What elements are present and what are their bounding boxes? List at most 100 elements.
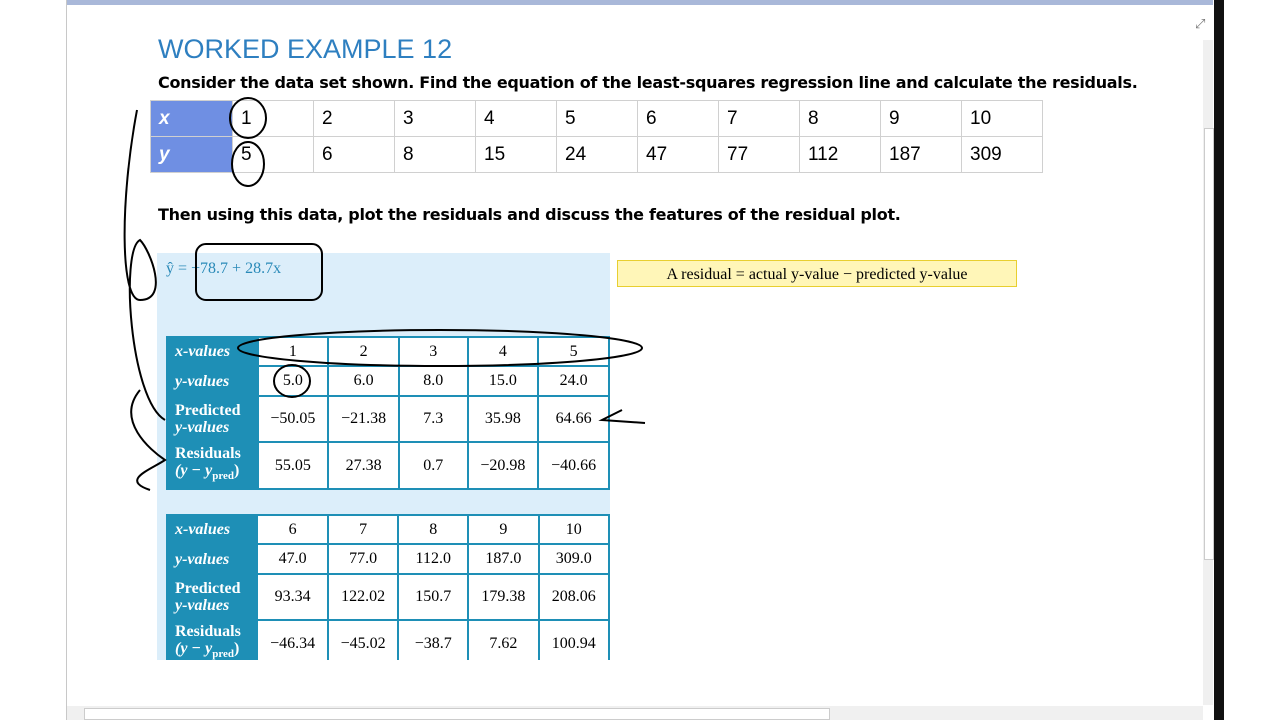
table-clip: x-values 6 7 8 9 10 y-values 47.0 77.0 112.0 187.0… xyxy=(166,514,610,660)
row-header: y-values xyxy=(166,365,259,397)
table-row: Predicted y-values −50.05 −21.38 7.3 35.98 64.… xyxy=(166,395,610,443)
table-cell: −46.34 xyxy=(256,619,329,660)
header-text: y-values xyxy=(175,597,230,614)
header-text: (y − y xyxy=(175,462,213,480)
table-cell: 8.0 xyxy=(397,365,469,397)
question: Consider the data set shown. Find the eq… xyxy=(158,73,1138,92)
header-text: x-values xyxy=(175,521,231,538)
header-text: Predicted xyxy=(175,580,241,597)
table-row: Residuals (y − ypred) 55.05 27.38 0.7 −20.98−… xyxy=(166,441,610,490)
table-cell: 10 xyxy=(537,514,610,545)
table-cell: 77 xyxy=(718,136,800,173)
table-cell: 2 xyxy=(313,100,395,137)
ink-box xyxy=(195,243,323,301)
table-cell: 8 xyxy=(397,514,470,545)
table-cell: 10 xyxy=(961,100,1043,137)
table-cell: 6.0 xyxy=(327,365,400,397)
table-cell: 15 xyxy=(475,136,557,173)
table-cell: 47.0 xyxy=(256,543,329,575)
table-cell: 35.98 xyxy=(466,395,540,443)
header-text: y-values xyxy=(175,419,230,436)
header-text: Residuals xyxy=(175,623,241,641)
table-cell: 7 xyxy=(326,514,400,545)
row-header: x-values xyxy=(166,514,259,545)
header-text: Residuals xyxy=(175,445,241,463)
table-cell: 112 xyxy=(799,136,881,173)
table-cell: 7 xyxy=(718,100,800,137)
header-text: ) xyxy=(234,640,240,658)
row-header: y-values xyxy=(166,543,259,575)
table-cell: 7.3 xyxy=(397,395,469,443)
table-cell: 179.38 xyxy=(467,573,540,621)
table-cell: 6 xyxy=(637,100,719,137)
table-cell: 150.7 xyxy=(397,573,470,621)
table-cell: 309.0 xyxy=(537,543,610,575)
header-text: y-values xyxy=(175,372,230,390)
row-header: y xyxy=(150,136,233,173)
table-cell: 6 xyxy=(256,514,329,545)
page-edge xyxy=(66,0,67,720)
table-row: y 5 6 8 15 24 47 77 112 187 309 xyxy=(150,136,1043,173)
table-cell: −45.02 xyxy=(326,619,400,660)
row-header: Residuals (y − ypred) xyxy=(166,619,259,660)
header-text: y-values xyxy=(175,550,230,568)
header-text: (y − y xyxy=(175,640,213,658)
top-bar xyxy=(67,0,1213,5)
row-header: x xyxy=(150,100,233,137)
table-cell: 15.0 xyxy=(466,365,540,397)
table-cell: 6 xyxy=(313,136,395,173)
residual-table: x-values 6 7 8 9 10 y-values 47.0 77.0 112.0 187.0… xyxy=(166,514,610,660)
table-row: Predicted y-values 93.34 122.02 150.7 179.38 2… xyxy=(166,573,610,621)
ink-arrow xyxy=(123,109,167,491)
row-header: Predicted y-values xyxy=(166,395,259,443)
table-cell: 122.02 xyxy=(326,573,400,621)
table-cell: 47 xyxy=(637,136,719,173)
table-cell: 100.94 xyxy=(537,619,610,660)
header-text: pred xyxy=(212,470,235,483)
table-cell: 112.0 xyxy=(397,543,470,575)
table-cell: −38.7 xyxy=(397,619,470,660)
table-row: Residuals (y − ypred) −46.34 −45.02 −38.7 7.6… xyxy=(166,619,610,660)
table-cell: 27.38 xyxy=(327,441,400,490)
header-text: pred xyxy=(212,648,235,660)
title: WORKED EXAMPLE 12 xyxy=(158,34,453,64)
table-cell: 5.0 xyxy=(256,365,330,397)
table-cell: 1 xyxy=(232,100,314,137)
table-cell: 208.06 xyxy=(537,573,610,621)
table-cell: −40.66 xyxy=(537,441,610,490)
table-row: y-values 5.0 6.0 8.0 15.0 24.0 xyxy=(166,365,610,397)
equation: ŷ = −78.7 + 28.7x xyxy=(166,260,282,277)
table-cell: 187.0 xyxy=(467,543,540,575)
window-edge xyxy=(1214,0,1224,720)
table-cell: −50.05 xyxy=(256,395,330,443)
table-row: x-values 6 7 8 9 10 xyxy=(166,514,610,545)
table-cell: 3 xyxy=(397,336,469,367)
ink-circle xyxy=(231,141,265,187)
ink-ellipse xyxy=(237,329,643,367)
table-cell: 7.62 xyxy=(467,619,540,660)
header-text: x-values xyxy=(175,343,231,360)
table-row: y-values 47.0 77.0 112.0 187.0 309.0 xyxy=(166,543,610,575)
table-cell: 9 xyxy=(880,100,962,137)
table-cell: 77.0 xyxy=(326,543,400,575)
header-text: ) xyxy=(234,462,240,480)
table-cell: 9 xyxy=(467,514,540,545)
table-cell: 55.05 xyxy=(256,441,330,490)
table-cell: −20.98 xyxy=(466,441,540,490)
table-cell: 93.34 xyxy=(256,573,329,621)
header-text: Predicted xyxy=(175,402,241,419)
instruction: Then using this data, plot the residuals… xyxy=(158,205,901,224)
ink-arrow xyxy=(598,409,646,424)
row-header: Predicted y-values xyxy=(166,573,259,621)
ink-circle xyxy=(273,364,311,398)
row-header: Residuals (y − ypred) xyxy=(166,441,259,490)
expand-icon[interactable]: ⤢ xyxy=(1195,16,1206,31)
table-cell: 187 xyxy=(880,136,962,173)
scroll-thumb[interactable] xyxy=(1204,128,1214,560)
table-cell: 24 xyxy=(556,136,638,173)
data-table: x 1 2 3 4 5 6 7 8 9 10 y 5 6 8 15 24 47 77 112 187 309 xyxy=(150,100,1043,173)
table-cell: 309 xyxy=(961,136,1043,173)
ink-circle xyxy=(229,97,267,139)
